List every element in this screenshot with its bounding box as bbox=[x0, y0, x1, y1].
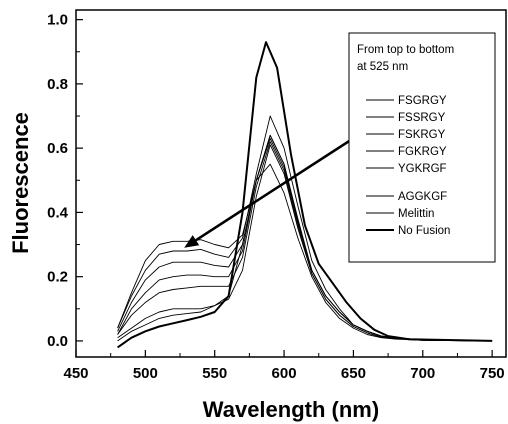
x-tick-label: 500 bbox=[133, 365, 158, 382]
x-tick-labels: 450 500 550 600 650 700 750 bbox=[63, 365, 504, 382]
y-tick-label: 0.4 bbox=[47, 204, 69, 221]
y-tick-label: 0.0 bbox=[47, 333, 68, 350]
y-axis-title: Fluorescence bbox=[8, 112, 33, 254]
legend-label: YGKRGF bbox=[398, 163, 447, 175]
axis-ticks bbox=[75, 19, 493, 357]
arrow-head bbox=[184, 235, 200, 248]
legend-label: No Fusion bbox=[398, 225, 450, 237]
legend-title-line-2: at 525 nm bbox=[357, 61, 408, 73]
series-line-fgkrgy bbox=[117, 134, 493, 342]
y-tick-label: 1.0 bbox=[47, 12, 68, 29]
legend-label: Melittin bbox=[398, 208, 434, 220]
y-tick-label: 0.6 bbox=[47, 140, 68, 157]
series-line-aggkgf bbox=[117, 144, 493, 342]
y-tick-labels: 0.0 0.2 0.4 0.6 0.8 1.0 bbox=[47, 12, 69, 350]
legend-items: FSGRGY FSSRGY FSKRGY FGKRGY YGKRGF AGGKGF Meli… bbox=[366, 95, 450, 237]
x-tick-label: 450 bbox=[63, 365, 88, 382]
legend-label: FSKRGY bbox=[398, 129, 446, 141]
legend-label: FGKRGY bbox=[398, 146, 447, 158]
legend-label: FSGRGY bbox=[398, 95, 447, 107]
x-axis-title: Wavelength (nm) bbox=[203, 397, 379, 422]
y-tick-label: 0.2 bbox=[47, 269, 68, 286]
x-tick-label: 750 bbox=[480, 365, 505, 382]
x-tick-label: 550 bbox=[202, 365, 227, 382]
legend-box bbox=[348, 32, 496, 263]
x-tick-label: 700 bbox=[410, 365, 435, 382]
legend: From top to bottom at 525 nm FSGRGY FSSRG… bbox=[348, 32, 496, 263]
legend-label: AGGKGF bbox=[398, 191, 447, 203]
series-lines bbox=[117, 41, 493, 349]
series-line-melittin bbox=[117, 163, 493, 342]
y-tick-label: 0.8 bbox=[47, 76, 68, 93]
x-tick-label: 600 bbox=[272, 365, 297, 382]
series-line-no-fusion bbox=[117, 41, 493, 349]
legend-label: FSSRGY bbox=[398, 112, 446, 124]
x-tick-label: 650 bbox=[341, 365, 366, 382]
legend-title-line-1: From top to bottom bbox=[357, 44, 454, 56]
